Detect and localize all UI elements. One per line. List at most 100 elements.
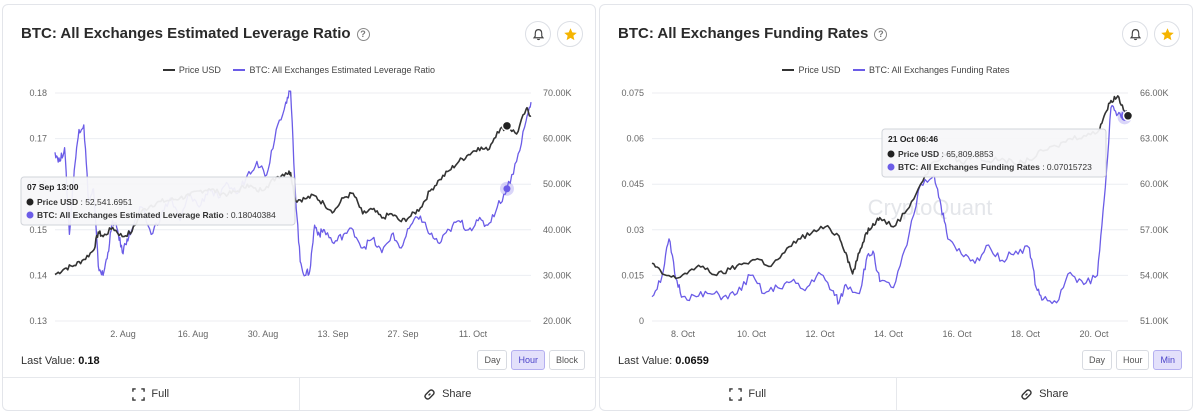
y-left-tick-label: 0.13	[29, 316, 47, 326]
price-series-line	[54, 106, 532, 276]
last-value: Last Value: 0.0659	[618, 355, 709, 367]
tooltip-date: 07 Sep 13:00	[27, 182, 79, 192]
y-right-tick-label: 63.00K	[1140, 134, 1169, 144]
x-tick-label: 30. Aug	[248, 329, 279, 339]
tooltip-price: Price USD : 52,541.6951	[37, 197, 133, 207]
y-left-tick-label: 0.18	[29, 88, 47, 98]
y-left-tick-label: 0.17	[29, 134, 47, 144]
x-tick-label: 11. Oct	[459, 329, 488, 339]
bell-button[interactable]	[1122, 21, 1148, 47]
x-tick-label: 20. Oct	[1079, 329, 1109, 339]
tooltip-price: Price USD : 65,809.8853	[898, 149, 994, 159]
help-icon[interactable]: ?	[356, 28, 370, 41]
metric-hover-dot	[503, 185, 511, 193]
y-right-tick-label: 54.00K	[1140, 270, 1169, 280]
bell-button[interactable]	[525, 21, 551, 47]
share-button[interactable]: Share	[298, 378, 596, 410]
y-left-tick-label: 0.015	[621, 270, 644, 280]
range-day-button[interactable]: Day	[477, 350, 508, 370]
range-min-button[interactable]: Min	[1153, 350, 1182, 370]
chart-legend: Price USD BTC: All Exchanges Estimated L…	[3, 63, 595, 75]
price-hover-dot	[501, 120, 513, 132]
range-selector: Day Hour Block	[477, 350, 585, 370]
favorite-button[interactable]	[557, 21, 583, 47]
tooltip-box	[20, 176, 296, 226]
range-block-button[interactable]: Block	[548, 350, 585, 370]
bell-icon	[532, 28, 544, 40]
chart-title: BTC: All Exchanges Estimated Leverage Ra…	[21, 25, 370, 42]
expand-icon	[729, 387, 743, 401]
link-icon	[1021, 388, 1032, 400]
card-footer: Full Share	[3, 377, 595, 410]
tooltip-metric: BTC: All Exchanges Funding Rates : 0.070…	[898, 162, 1092, 172]
full-button[interactable]: Full	[3, 378, 299, 410]
leverage-ratio-card: BTC: All Exchanges Estimated Leverage Ra…	[2, 4, 596, 411]
y-left-tick-label: 0.075	[621, 88, 644, 98]
x-tick-label: 18. Oct	[1011, 329, 1041, 339]
x-tick-label: 27. Sep	[387, 329, 418, 339]
x-tick-label: 2. Aug	[110, 329, 136, 339]
expand-icon	[132, 387, 146, 401]
y-right-tick-label: 60.00K	[1140, 179, 1169, 189]
y-left-tick-label: 0.14	[29, 270, 47, 280]
y-right-tick-label: 60.00K	[543, 134, 572, 144]
price-series-line	[651, 95, 1129, 280]
legend-item-metric[interactable]: BTC: All Exchanges Funding Rates	[852, 65, 1010, 75]
x-tick-label: 14. Oct	[874, 329, 904, 339]
x-tick-label: 16. Aug	[178, 329, 209, 339]
y-right-tick-label: 30.00K	[543, 270, 572, 280]
chart-legend: Price USD BTC: All Exchanges Funding Rat…	[600, 63, 1192, 75]
range-day-button[interactable]: Day	[1081, 350, 1112, 370]
x-tick-label: 8. Oct	[671, 329, 696, 339]
leverage-ratio-chart[interactable]: 0.130.140.150.160.170.1820.00K30.00K40.0…	[3, 77, 597, 339]
help-icon[interactable]: ?	[874, 28, 888, 41]
y-left-tick-label: 0	[639, 316, 644, 326]
range-selector: Day Hour Min	[1081, 350, 1182, 370]
funding-rates-chart[interactable]: 0 0.015 0.03 0.045 0.06 0.075 51.00K 54.00K 57.0…	[600, 77, 1194, 339]
legend-item-price[interactable]: Price USD	[782, 65, 840, 75]
y-right-tick-label: 50.00K	[543, 179, 572, 189]
chart-title: BTC: All Exchanges Funding Rates?	[618, 25, 888, 42]
y-right-tick-label: 66.00K	[1140, 88, 1169, 98]
y-right-tick-label: 40.00K	[543, 225, 572, 235]
legend-item-price[interactable]: Price USD	[162, 65, 221, 75]
y-right-tick-label: 51.00K	[1140, 316, 1169, 326]
tooltip-price-dot	[887, 150, 895, 158]
y-left-tick-label: 0.03	[626, 225, 644, 235]
tooltip-box	[881, 128, 1107, 178]
star-icon	[1160, 27, 1174, 40]
share-button[interactable]: Share	[895, 378, 1193, 410]
card-footer: Full Share	[600, 377, 1192, 410]
y-left-tick-label: 0.045	[621, 179, 644, 189]
y-right-tick-label: 57.00K	[1140, 225, 1169, 235]
tooltip-metric-dot	[887, 163, 895, 171]
y-right-tick-label: 70.00K	[543, 88, 572, 98]
tooltip: 07 Sep 13:00 Price USD : 52,541.6951 BTC: …	[20, 176, 296, 226]
x-tick-label: 12. Oct	[805, 329, 835, 339]
range-hour-button[interactable]: Hour	[1115, 350, 1150, 370]
x-tick-label: 10. Oct	[737, 329, 767, 339]
tooltip-metric-dot	[26, 211, 34, 219]
funding-rates-card: BTC: All Exchanges Funding Rates? Price …	[599, 4, 1193, 411]
range-hour-button[interactable]: Hour	[511, 350, 545, 370]
tooltip-metric: BTC: All Exchanges Estimated Leverage Ra…	[37, 210, 276, 220]
last-value: Last Value: 0.18	[21, 355, 100, 367]
price-hover-dot	[1122, 110, 1134, 122]
watermark: CryptoQuant	[868, 195, 993, 220]
y-right-tick-label: 20.00K	[543, 316, 572, 326]
bell-icon	[1129, 28, 1141, 40]
x-tick-label: 16. Oct	[942, 329, 972, 339]
favorite-button[interactable]	[1154, 21, 1180, 47]
tooltip-date: 21 Oct 06:46	[888, 134, 938, 144]
metric-series-line	[651, 104, 1129, 305]
star-icon	[563, 27, 577, 40]
link-icon	[424, 388, 435, 400]
legend-item-metric[interactable]: BTC: All Exchanges Estimated Leverage Ra…	[233, 65, 435, 75]
y-left-tick-label: 0.15	[29, 225, 47, 235]
full-button[interactable]: Full	[600, 378, 896, 410]
tooltip: 21 Oct 06:46 Price USD : 65,809.8853 BTC: …	[881, 128, 1107, 178]
y-left-tick-label: 0.06	[626, 134, 644, 144]
x-tick-label: 13. Sep	[317, 329, 348, 339]
tooltip-price-dot	[26, 198, 34, 206]
metric-series-line	[54, 90, 532, 277]
